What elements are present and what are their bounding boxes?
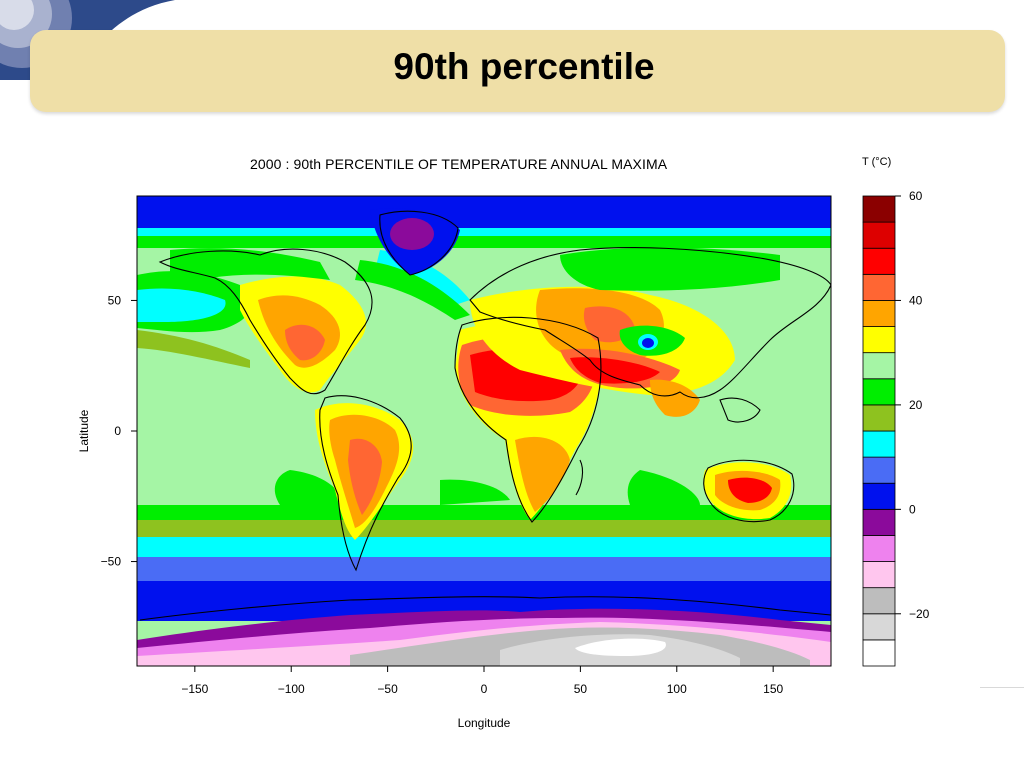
legend-swatch bbox=[862, 430, 896, 458]
legend-tick-label: −20 bbox=[909, 607, 930, 621]
legend-swatch bbox=[862, 352, 896, 380]
x-tick-label: 100 bbox=[667, 682, 687, 696]
y-axis-label: Latitude bbox=[77, 409, 91, 452]
legend-swatch bbox=[862, 326, 896, 354]
legend-swatch bbox=[862, 508, 896, 536]
legend-tick-label: 60 bbox=[909, 189, 923, 203]
legend-swatch bbox=[862, 587, 896, 615]
legend-swatch bbox=[862, 273, 896, 301]
y-tick-label: 0 bbox=[114, 424, 121, 438]
legend-swatch bbox=[862, 639, 896, 667]
x-tick-label: 50 bbox=[574, 682, 588, 696]
slide-title: 90th percentile bbox=[393, 46, 655, 87]
legend-title: T (°C) bbox=[862, 156, 892, 168]
y-tick-label: 50 bbox=[108, 293, 122, 307]
temperature-field bbox=[137, 196, 831, 666]
legend-tick-label: 40 bbox=[909, 293, 923, 307]
footer-divider bbox=[980, 687, 1024, 688]
x-tick-label: −50 bbox=[377, 682, 398, 696]
color-legend: 60 40 20 0 −20 bbox=[862, 189, 930, 667]
legend-swatch bbox=[862, 221, 896, 249]
legend-swatch bbox=[862, 195, 896, 223]
legend-swatch bbox=[862, 561, 896, 589]
x-axis-label: Longitude bbox=[458, 716, 511, 730]
legend-swatch bbox=[862, 404, 896, 432]
x-tick-label: −150 bbox=[181, 682, 208, 696]
legend-swatch bbox=[862, 482, 896, 510]
x-axis: −150 −100 −50 0 50 100 150 bbox=[181, 666, 783, 696]
x-tick-label: 0 bbox=[481, 682, 488, 696]
legend-tick-label: 0 bbox=[909, 502, 916, 516]
legend-swatch bbox=[862, 378, 896, 406]
legend-tick-label: 20 bbox=[909, 398, 923, 412]
legend-swatch bbox=[862, 456, 896, 484]
legend-swatch bbox=[862, 613, 896, 641]
x-tick-label: 150 bbox=[763, 682, 783, 696]
legend-swatch bbox=[862, 300, 896, 327]
title-banner bbox=[30, 30, 1005, 112]
legend-swatch bbox=[862, 247, 896, 275]
coastlines bbox=[139, 210, 831, 621]
map-title: 2000 : 90th PERCENTILE OF TEMPERATURE AN… bbox=[250, 156, 668, 172]
y-axis: 50 0 −50 bbox=[101, 293, 137, 569]
y-tick-label: −50 bbox=[101, 555, 122, 569]
legend-swatch bbox=[862, 535, 896, 562]
x-tick-label: −100 bbox=[278, 682, 305, 696]
